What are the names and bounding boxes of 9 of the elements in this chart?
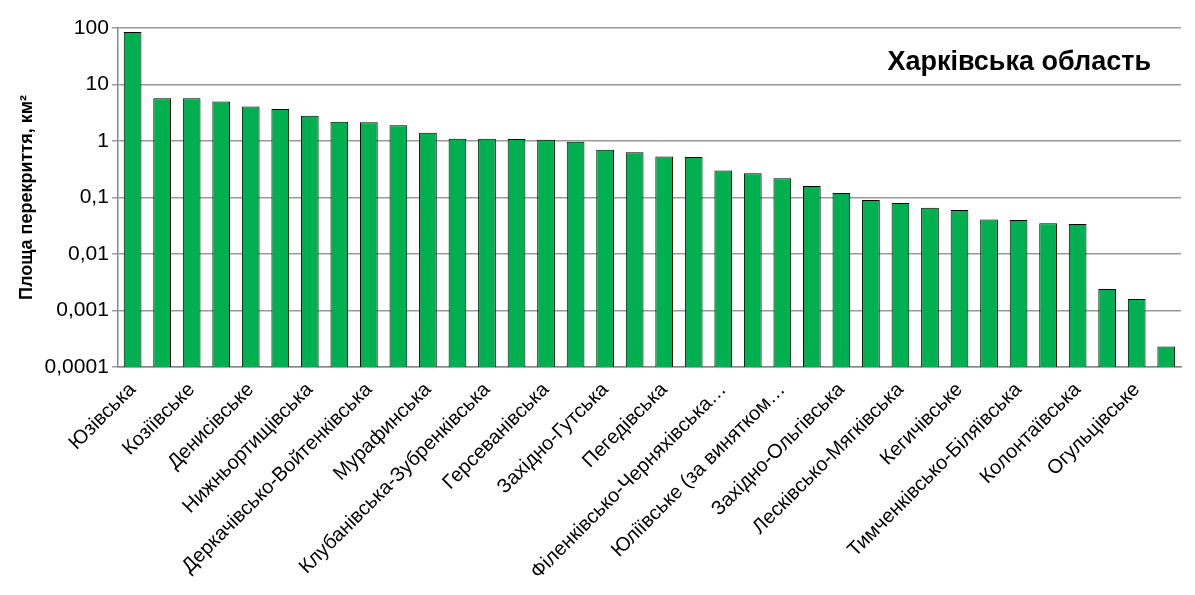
y-tick-label: 10 <box>85 71 109 95</box>
y-tick-label: 0,0001 <box>44 353 109 377</box>
text: Харківська область <box>887 46 1151 77</box>
y-tick-label: 0,1 <box>79 184 109 208</box>
y-tick-label: 100 <box>73 14 109 38</box>
y-tick-label: 0,01 <box>67 240 109 264</box>
y-axis-title: Площа перекриття, км² <box>15 95 36 300</box>
y-tick-label: 1 <box>97 127 109 151</box>
y-tick-label: 0,001 <box>56 297 109 321</box>
